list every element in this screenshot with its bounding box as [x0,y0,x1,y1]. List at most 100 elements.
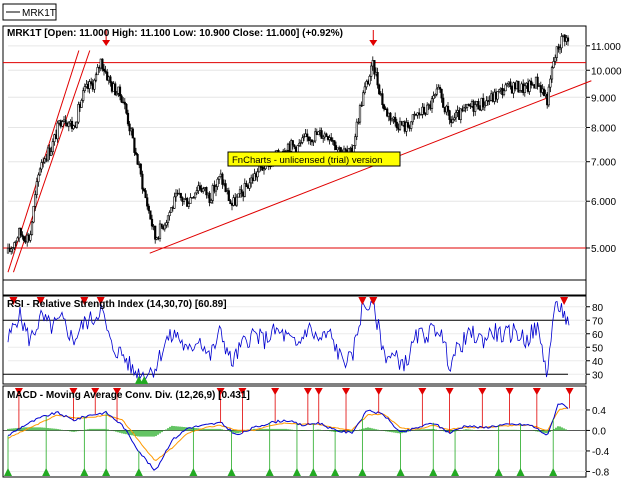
price-candle-body [550,67,554,80]
price-candle-body [80,100,83,108]
price-candle-body [243,183,246,197]
rsi-ytick-label: 40 [592,357,604,368]
price-candle-body [432,95,435,99]
price-candle-body [141,173,144,190]
price-candle-body [322,136,325,139]
rsi-sell-marker [96,297,105,305]
price-candle-body [160,223,163,228]
price-candle-body [330,137,333,141]
price-candle-body [115,92,118,96]
price-candle-body [149,210,152,220]
rsi-ytick-label: 60 [592,330,604,341]
price-candle-body [179,192,182,198]
price-candle-body [373,60,376,75]
price-candle-body [101,58,104,70]
price-candle-body [139,163,142,175]
price-candle-body [150,218,154,227]
macd-line [7,403,569,471]
macd-buy-marker [358,468,367,476]
macd-sell-marker [303,388,312,395]
price-candle-body [40,162,43,170]
price-candle-body [186,198,189,207]
macd-buy-marker [227,468,236,476]
price-candle-body [298,142,301,146]
price-candle-body [14,240,18,243]
price-candle-body [333,140,336,146]
price-candle-body [411,114,414,123]
price-candle-body [56,122,59,140]
macd-buy-marker [549,468,558,476]
price-candle-body [381,93,384,106]
price-ytick-label: 9.000 [591,93,616,104]
price-candle-body [37,174,40,183]
price-candle-body [253,173,256,182]
price-candle-body [136,154,139,165]
price-candle-body [75,121,78,128]
rsi-chart-title: RSI - Relative Strength Index (14,30,70)… [7,299,227,310]
price-candle-body [35,181,38,195]
price-candle-body [555,46,558,58]
price-candle-body [21,234,24,237]
price-candle-body [202,188,205,192]
price-candle-body [245,183,248,187]
price-candle-body [406,122,410,128]
price-candle-body [523,85,526,93]
price-candle-body [363,86,366,94]
macd-buy-marker [102,468,111,476]
macd-sell-marker [69,388,78,395]
price-candle-body [90,81,93,84]
price-candle-body [496,91,499,100]
price-candle-body [42,161,45,164]
price-candle-body [142,188,146,191]
price-candle-body [467,103,470,106]
price-candle-body [291,140,294,146]
price-candle-body [426,104,429,115]
macd-buy-marker [309,468,318,476]
price-candle-body [483,104,486,108]
price-candle-body [554,57,557,62]
macd-sell-marker [113,388,122,395]
rsi-buy-marker [140,376,149,384]
price-candle-body [10,248,13,252]
price-candle-body [154,225,157,240]
price-candle-body [173,196,176,209]
trial-annotation: FnCharts - unlicensed (trial) version [227,151,401,167]
rsi-sell-marker [80,297,89,305]
macd-chart-title: MACD - Moving Average Conv. Div. (12,26,… [7,390,250,401]
price-candle-body [362,92,365,106]
price-candle-body [422,106,426,114]
price-candle-body [398,121,402,130]
macd-buy-marker [4,468,12,476]
macd-signal-line [7,407,569,461]
price-candle-body [256,171,259,178]
price-candle-body [182,198,186,202]
price-candle-body [394,116,397,123]
macd-buy-marker [42,468,51,476]
price-candle-body [446,105,450,111]
price-candle-body [227,190,230,201]
price-candle-body [67,122,70,127]
price-candle-body [118,86,122,97]
price-candle-body [390,118,394,121]
price-candle-body [453,117,456,120]
price-candle-body [370,65,373,77]
price-candle-body [146,197,149,207]
price-candle-body [464,107,467,109]
macd-sell-marker [445,388,454,395]
macd-ytick-label: -0.4 [592,447,610,458]
price-candle-body [61,121,64,127]
price-candle-body [216,178,219,187]
macd-sell-marker [374,388,383,395]
price-candle-body [558,47,562,50]
rsi-sell-marker [358,297,367,305]
macd-sell-marker [418,388,427,395]
price-candle-body [237,193,240,198]
price-candle-body [477,101,480,110]
price-candle-body [248,182,251,189]
price-candle-body [306,133,309,138]
price-candle-body [368,76,371,85]
price-candle-body [488,100,491,102]
price-candle-body [109,76,112,83]
price-candle-body [547,86,550,106]
macd-sell-marker [505,388,514,395]
